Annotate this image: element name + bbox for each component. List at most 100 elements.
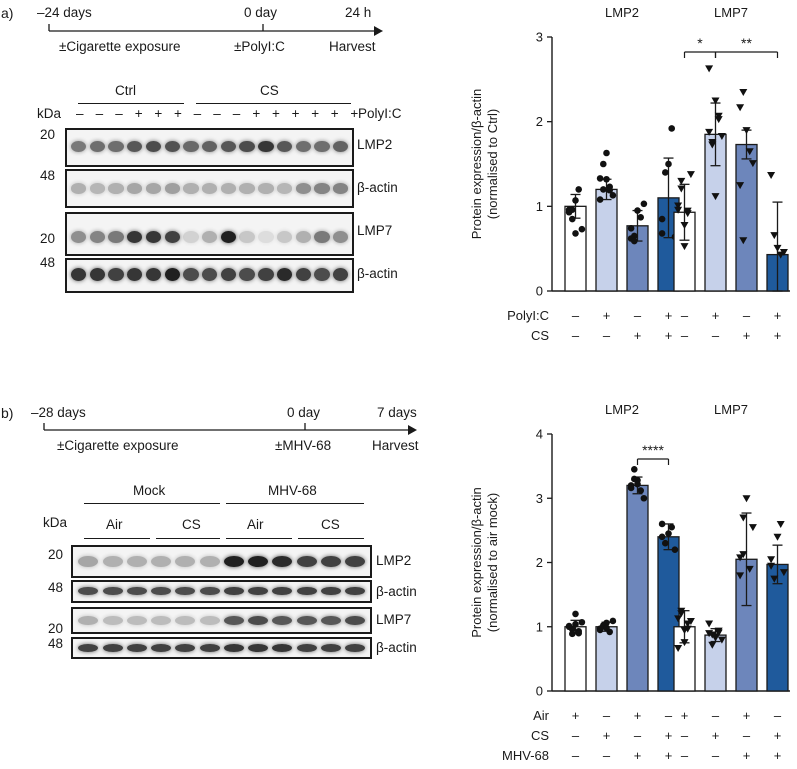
group-title: LMP2 — [605, 402, 639, 417]
data-point — [578, 618, 586, 626]
condition-sign: + — [743, 748, 751, 763]
blot-a-lane-sign: – — [193, 106, 202, 121]
condition-sign: – — [712, 748, 720, 763]
blot-a-marker-4: 48 — [40, 255, 56, 270]
blot-band — [333, 230, 349, 243]
blot-a-treatment-label: PolyI:C — [358, 106, 402, 121]
data-point — [603, 624, 610, 632]
blot-a-lane-sign: – — [95, 106, 104, 121]
condition-sign: + — [743, 328, 751, 343]
blot-band — [78, 586, 99, 596]
data-point — [742, 127, 751, 135]
timeline-b-event-harvest: Harvest — [372, 438, 419, 453]
blot-band — [223, 586, 244, 596]
data-point — [739, 237, 748, 245]
blot-band — [126, 643, 147, 652]
data-point — [745, 565, 754, 573]
blot-a-lane-sign: – — [213, 106, 221, 121]
data-point — [680, 639, 689, 647]
blot-band — [248, 615, 269, 626]
blot-a-row-label-actin-2: β-actin — [357, 266, 398, 281]
blot-band — [345, 615, 366, 626]
data-point — [714, 116, 723, 124]
blot-band — [164, 140, 180, 152]
blot-band — [314, 230, 330, 243]
data-point — [677, 177, 686, 185]
data-point — [779, 249, 788, 257]
y-axis-label: Protein expression/β-actin(normalised to… — [469, 487, 500, 638]
blot-band — [202, 140, 218, 152]
condition-sign: – — [572, 728, 580, 743]
blot-b-sub-air-2: Air — [247, 517, 264, 532]
blot-band — [320, 586, 341, 596]
data-point — [600, 186, 607, 193]
blot-band — [127, 267, 143, 281]
blot-band — [314, 140, 330, 152]
blot-a-lane-sign: + — [134, 106, 143, 121]
blot-band — [239, 183, 255, 194]
condition-sign: – — [774, 708, 782, 723]
data-point — [674, 615, 683, 623]
blot-b-kda-label: kDa — [43, 515, 68, 530]
timeline-a-event-treatment: ±PolyI:C — [234, 39, 285, 54]
blot-band — [202, 267, 218, 281]
data-point — [680, 243, 689, 251]
y-axis-label: Protein expression/β-actin(normalised to… — [469, 89, 500, 240]
data-point — [665, 530, 672, 537]
y-tick-label: 1 — [536, 199, 543, 214]
group-title: LMP2 — [605, 5, 639, 20]
blot-band — [223, 615, 244, 626]
significance-label: * — [697, 35, 703, 51]
data-point — [671, 546, 679, 553]
blot-band — [102, 643, 123, 652]
blot-b-sub-rule-4 — [298, 538, 364, 539]
blot-a-lane-sign: + — [311, 106, 320, 121]
blot-band — [295, 267, 312, 281]
data-point — [674, 202, 683, 210]
blot-band — [258, 140, 274, 152]
timeline-b-event-treatment: ±MHV-68 — [275, 438, 332, 453]
data-point — [634, 207, 641, 214]
blot-a-marker-2: 48 — [40, 168, 56, 183]
blot-band — [239, 267, 255, 281]
blot-band — [220, 140, 237, 152]
condition-sign: + — [634, 748, 642, 763]
blot-band — [183, 267, 199, 281]
blot-band — [183, 183, 199, 194]
data-point — [658, 533, 666, 541]
panel-b-label: b) — [1, 405, 14, 421]
blot-band — [127, 230, 143, 243]
data-point — [631, 237, 638, 245]
condition-sign: + — [712, 728, 720, 743]
blot-a-lmp2-strip — [65, 128, 354, 167]
blot-band — [175, 615, 196, 626]
blot-band — [164, 183, 180, 194]
blot-a-marker-1: 20 — [40, 127, 56, 142]
blot-band — [89, 183, 105, 194]
condition-sign: + — [774, 748, 782, 763]
condition-sign: + — [774, 728, 782, 743]
blot-band — [345, 555, 366, 567]
bar — [704, 634, 727, 692]
blot-band — [276, 267, 293, 281]
condition-sign: – — [712, 328, 720, 343]
blot-a-row-label-lmp7: LMP7 — [357, 223, 393, 238]
data-point — [773, 244, 782, 252]
data-point — [631, 466, 638, 473]
group-title: LMP7 — [714, 402, 748, 417]
data-point — [767, 556, 776, 564]
data-point — [717, 133, 726, 141]
data-point — [575, 629, 582, 637]
timeline-b-axis — [43, 423, 417, 435]
condition-sign: + — [681, 708, 689, 723]
blot-a-group-cs-rule — [196, 103, 351, 104]
data-point — [662, 169, 669, 176]
blot-band — [175, 555, 196, 567]
blot-band — [239, 140, 255, 152]
blot-a-lane-sign: – — [232, 106, 241, 121]
data-point — [739, 89, 748, 97]
blot-band — [89, 230, 105, 243]
blot-band — [272, 615, 293, 626]
condition-sign: + — [634, 708, 642, 723]
condition-sign: + — [665, 748, 673, 763]
